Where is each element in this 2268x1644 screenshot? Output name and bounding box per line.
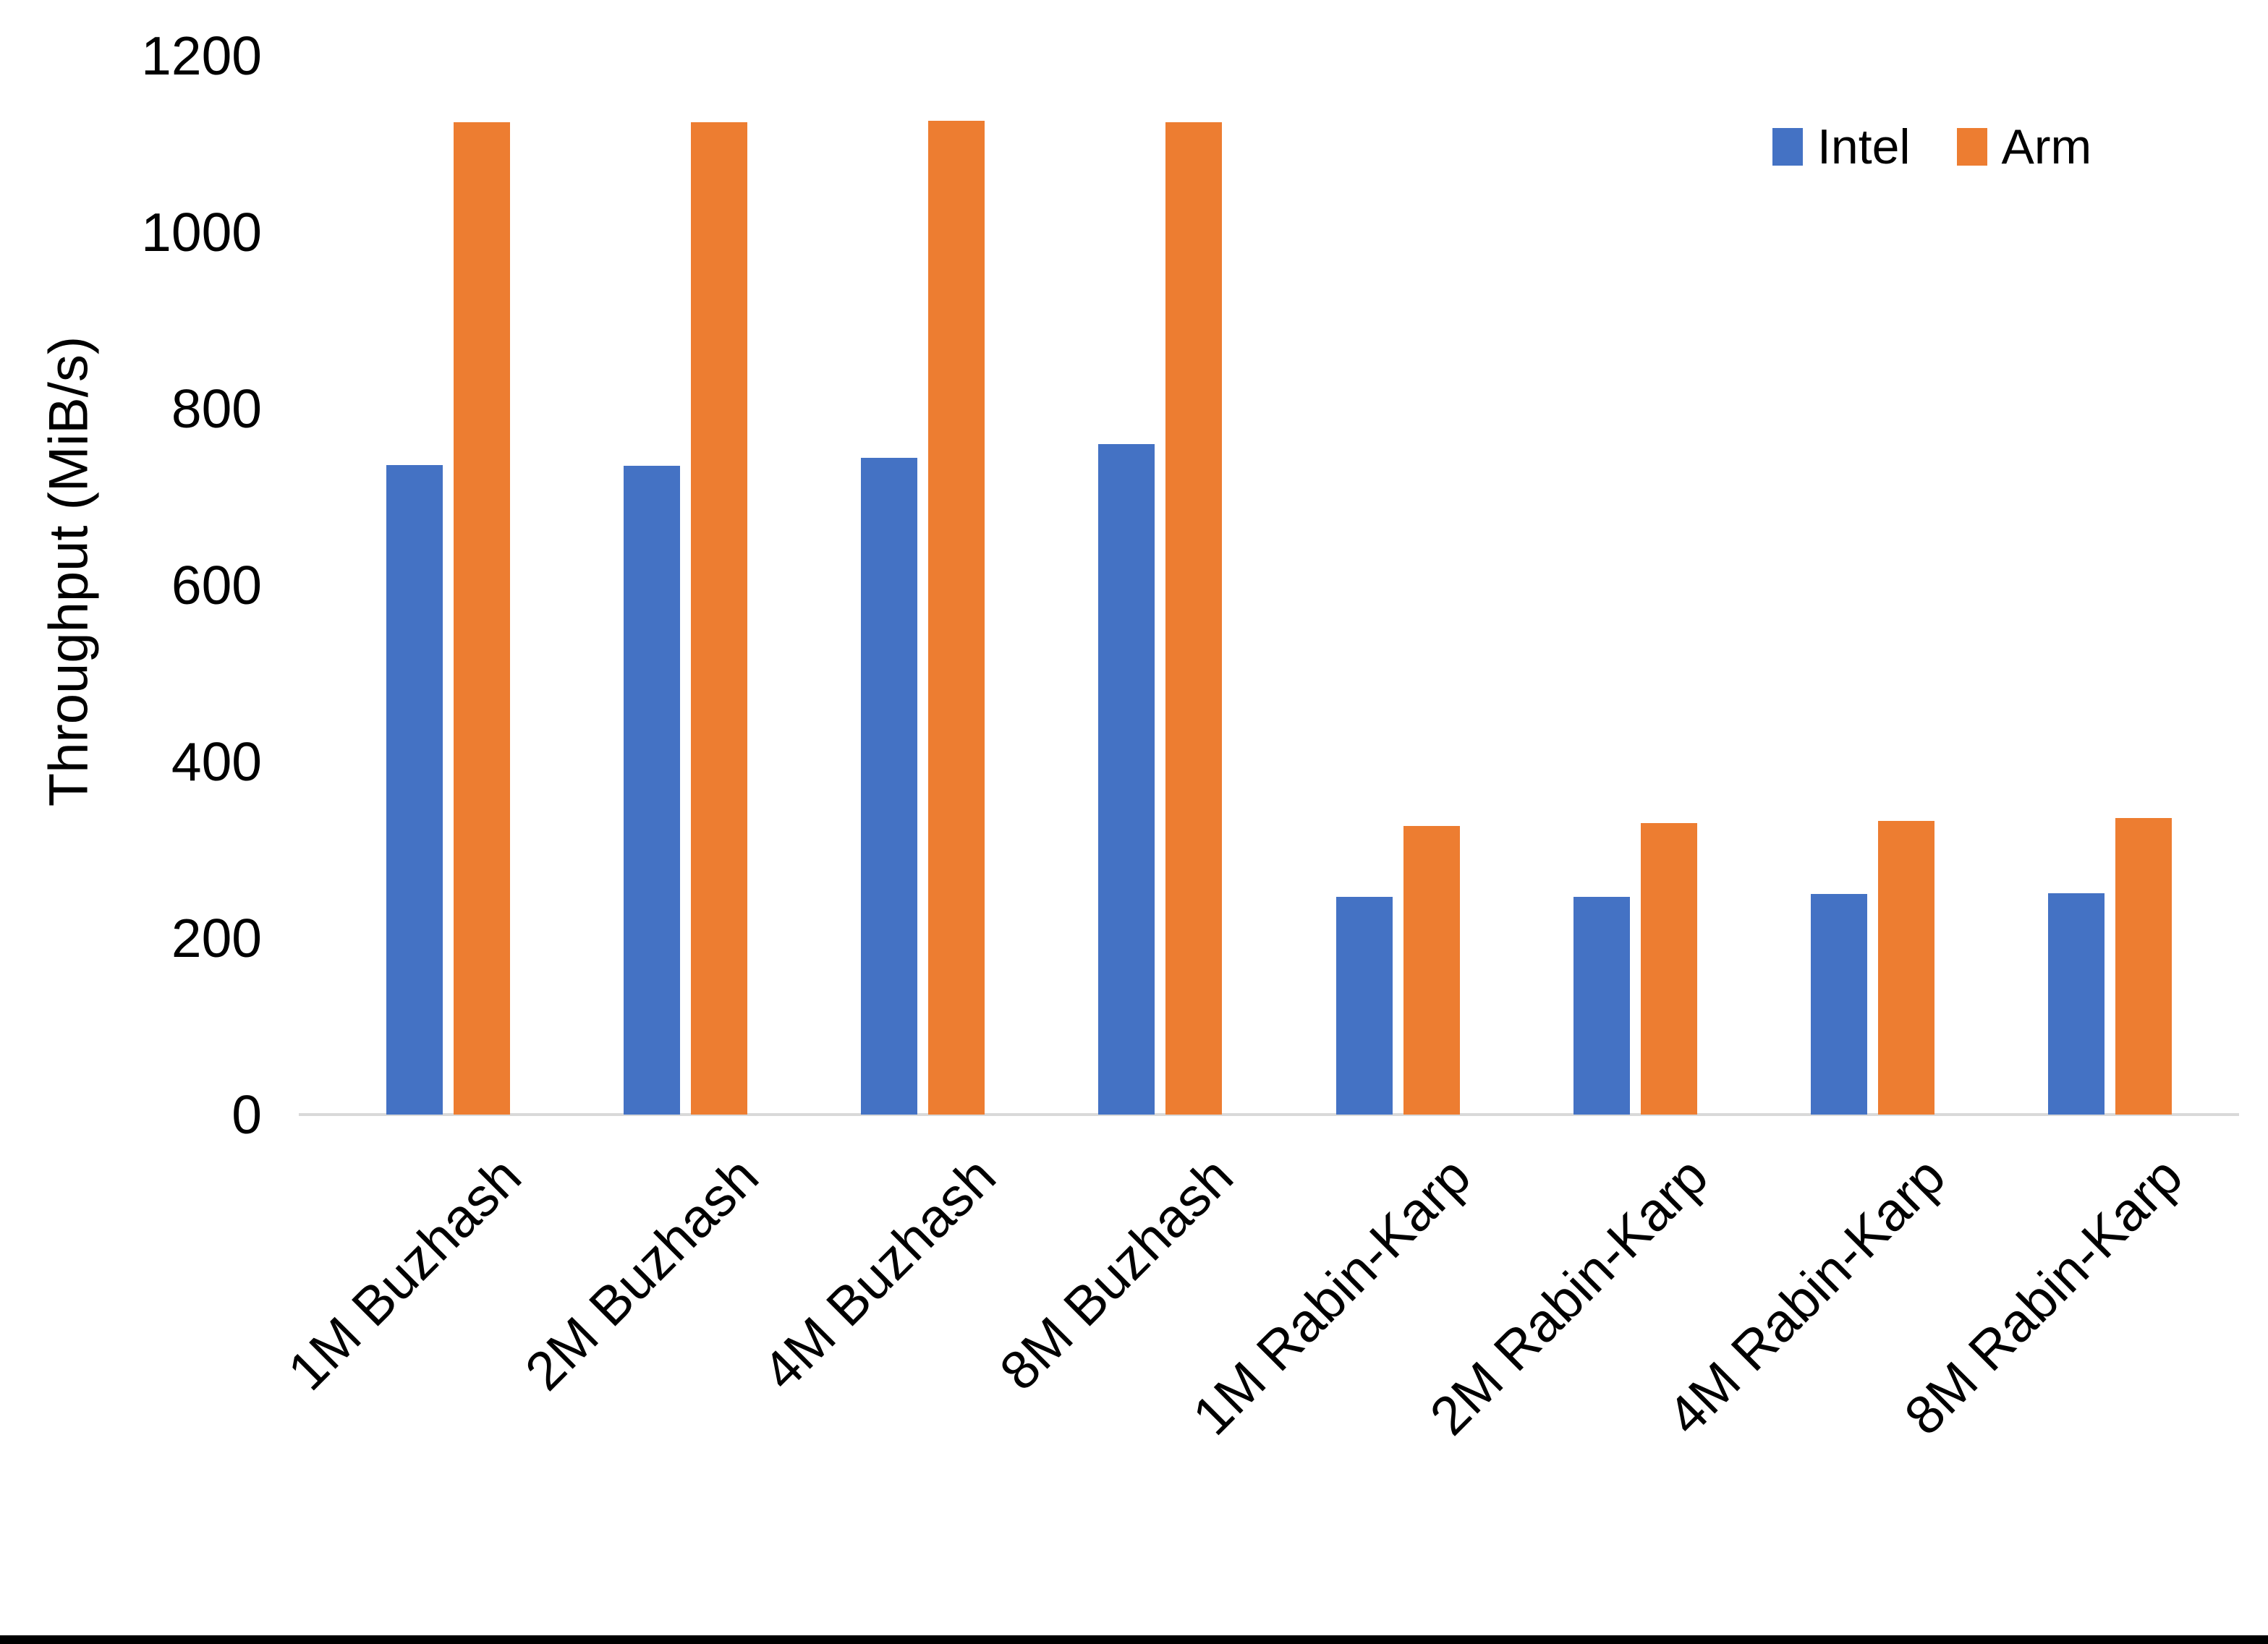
bar-arm-2m-buzhash xyxy=(691,122,748,1115)
bar-intel-1m-buzhash xyxy=(386,465,443,1115)
y-tick-label-1200: 1200 xyxy=(141,25,262,86)
bar-arm-1m-buzhash xyxy=(454,122,510,1115)
legend: Intel Arm xyxy=(1772,119,2092,174)
legend-item-arm: Arm xyxy=(1956,119,2092,174)
x-label-2m-buzhash: 2M Buzhash xyxy=(513,1145,770,1402)
legend-label-intel: Intel xyxy=(1817,119,1911,174)
intel-series-swatch-icon xyxy=(1772,128,1803,166)
y-tick-label-200: 200 xyxy=(171,908,262,968)
y-tick-label-1000: 1000 xyxy=(141,202,262,263)
x-label-1m-buzhash: 1M Buzhash xyxy=(276,1145,532,1402)
y-tick-label-600: 600 xyxy=(171,555,262,616)
bar-intel-2m-buzhash xyxy=(624,466,681,1115)
bar-intel-1m-rabin-karp xyxy=(1335,896,1393,1115)
bar-arm-8m-buzhash xyxy=(1165,122,1223,1115)
legend-item-intel: Intel xyxy=(1772,122,1911,171)
y-tick-label-800: 800 xyxy=(171,378,262,439)
bar-arm-2m-rabin-karp xyxy=(1640,823,1697,1115)
arm-series-swatch-icon xyxy=(1956,128,1987,166)
bar-intel-4m-buzhash xyxy=(861,458,918,1115)
bar-arm-4m-rabin-karp xyxy=(1877,820,1934,1115)
x-label-8m-buzhash: 8M Buzhash xyxy=(988,1145,1244,1402)
bar-intel-2m-rabin-karp xyxy=(1573,896,1630,1115)
bar-intel-8m-rabin-karp xyxy=(2047,893,2105,1115)
x-label-4m-buzhash: 4M Buzhash xyxy=(750,1145,1007,1402)
bar-arm-8m-rabin-karp xyxy=(2115,818,2172,1115)
x-axis-line xyxy=(299,1113,2239,1116)
y-tick-label-0: 0 xyxy=(232,1084,262,1145)
bar-intel-8m-buzhash xyxy=(1098,443,1155,1115)
bottom-border-line xyxy=(0,1635,2268,1644)
bar-intel-4m-rabin-karp xyxy=(1810,894,1867,1115)
legend-label-arm: Arm xyxy=(2001,119,2092,174)
bar-arm-1m-rabin-karp xyxy=(1403,826,1460,1115)
y-tick-label-400: 400 xyxy=(171,731,262,792)
bar-arm-4m-buzhash xyxy=(928,121,985,1115)
